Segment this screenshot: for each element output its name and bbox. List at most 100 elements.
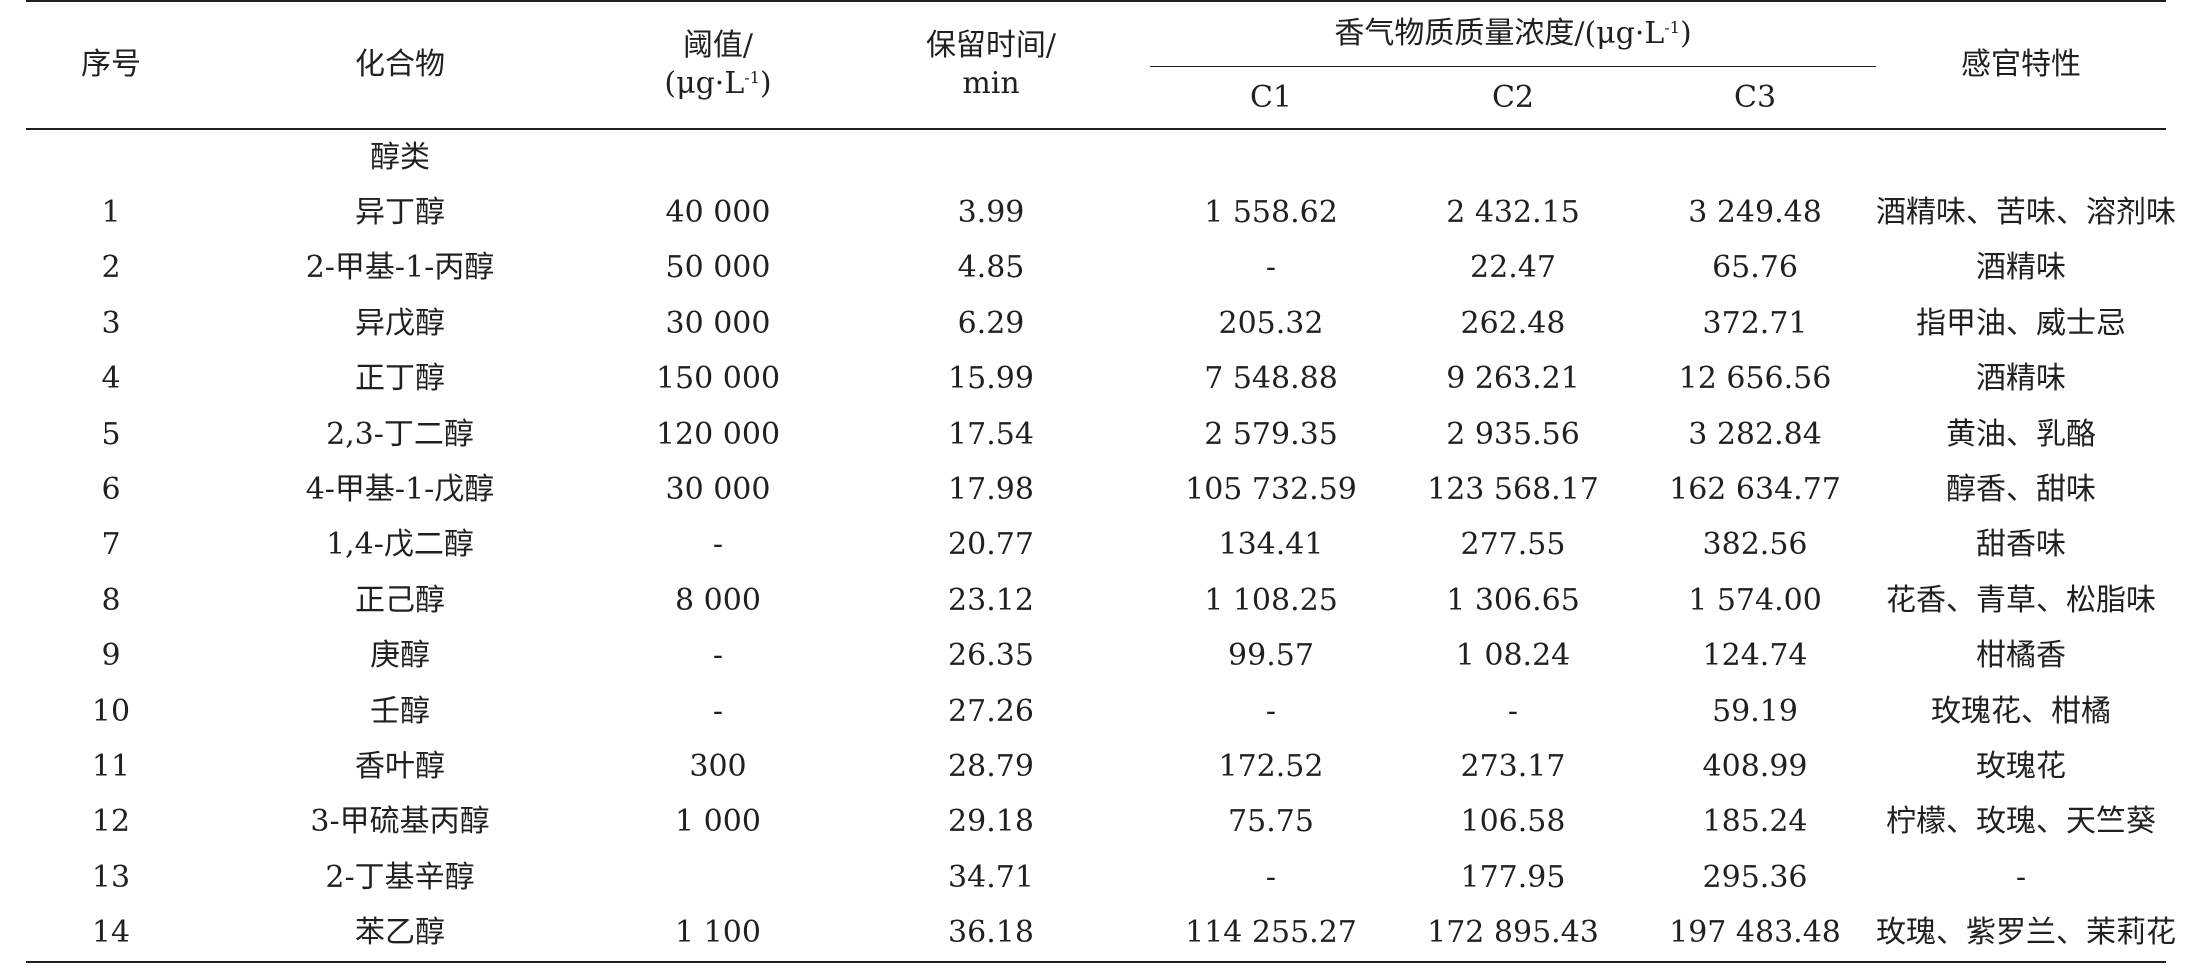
- cell-sensory: 柑橘香: [1976, 638, 2067, 674]
- header-row-1: 序号 化合物 阈值/ (μg·L-1) 保留时间/ min 香气物质质量浓度/(…: [26, 0, 2167, 130]
- cell-conc-c3: 372.71: [1702, 305, 1808, 341]
- cell-index: 11: [91, 748, 131, 784]
- data-table-container: 序号 化合物 阈值/ (μg·L-1) 保留时间/ min 香气物质质量浓度/(…: [26, 0, 2177, 968]
- category-label: 醇类: [370, 139, 430, 175]
- table-row: 10 壬醇 - 27.26 - - 59.19 玫瑰花、柑橘: [26, 684, 2166, 739]
- header-rt-line2: min: [962, 66, 1020, 101]
- cell-compound: 庚醇: [370, 638, 430, 674]
- cell-conc-c3: 65.76: [1712, 250, 1798, 286]
- cell-conc-c2: 22.47: [1470, 250, 1556, 286]
- cell-retention-time: 17.54: [948, 416, 1034, 452]
- cell-conc-c1: 134.41: [1218, 527, 1324, 563]
- empty-cell: [1876, 129, 2166, 185]
- cell-retention-time: 23.12: [948, 582, 1034, 618]
- header-row-2: C1 C2 C3: [26, 66, 2166, 130]
- cell-sensory: 玫瑰花: [1976, 748, 2067, 784]
- cell-compound: 异戊醇: [355, 305, 445, 341]
- cell-threshold: 1 000: [675, 804, 761, 840]
- cell-conc-c1: 205.32: [1218, 305, 1324, 341]
- cell-conc-c1: 99.57: [1228, 638, 1314, 674]
- header-threshold-line2: (μg·L-1): [604, 65, 832, 103]
- cell-conc-c2: -: [1507, 693, 1519, 729]
- table-row: 5 2,3-丁二醇 120 000 17.54 2 579.35 2 935.56 3 28…: [26, 407, 2166, 462]
- cell-threshold: 50 000: [665, 250, 771, 286]
- table-row: 1 异丁醇 40 000 3.99 1 558.62 2 432.15 3 249.48 酒精…: [26, 185, 2177, 240]
- header-threshold-unit: (μg·L: [664, 66, 745, 101]
- cell-sensory: 玫瑰花、柑橘: [1931, 693, 2112, 729]
- header-threshold-line1: 阈值/: [682, 28, 754, 63]
- header-threshold-close: ): [759, 66, 772, 101]
- category-row: 醇类: [26, 129, 2166, 185]
- cell-index: 1: [101, 195, 121, 231]
- cell-index: 8: [101, 582, 121, 618]
- cell-compound: 4-甲基-1-戊醇: [305, 472, 495, 508]
- cell-threshold: -: [712, 638, 724, 674]
- cell-conc-c2: 172 895.43: [1392, 905, 1634, 963]
- empty-cell: [1634, 129, 1876, 185]
- cell-conc-c2: 2 432.15: [1446, 195, 1580, 231]
- cell-retention-time: 3.99: [957, 195, 1025, 231]
- cell-conc-c3: 3 249.48: [1688, 195, 1822, 231]
- cell-conc-c3: 1 574.00: [1688, 582, 1822, 618]
- cell-index: 4: [101, 361, 121, 397]
- cell-retention-time: 28.79: [948, 748, 1034, 784]
- cell-sensory: 指甲油、威士忌: [1916, 305, 2127, 341]
- cell-index: 14: [26, 905, 196, 963]
- cell-threshold: 30 000: [665, 305, 771, 341]
- cell-conc-c1: 172.52: [1218, 748, 1324, 784]
- table-row: 9 庚醇 - 26.35 99.57 1 08.24 124.74 柑橘香: [26, 629, 2166, 684]
- cell-retention-time: 17.98: [948, 472, 1034, 508]
- cell-conc-c3: 59.19: [1712, 693, 1798, 729]
- cell-sensory: 柠檬、玫瑰、天竺葵: [1886, 804, 2157, 840]
- cell-compound: 1,4-戊二醇: [326, 527, 474, 563]
- header-index: 序号: [26, 0, 196, 130]
- cell-conc-c2: 277.55: [1460, 527, 1566, 563]
- cell-sensory: 甜香味: [1976, 527, 2067, 563]
- cell-conc-c3: 3 282.84: [1688, 416, 1822, 452]
- cell-threshold: 300: [689, 748, 747, 784]
- cell-threshold: 30 000: [665, 472, 771, 508]
- table-row: 13 2-丁基辛醇 34.71 - 177.95 295.36 -: [26, 850, 2166, 905]
- cell-conc-c1: 114 255.27: [1150, 905, 1392, 963]
- cell-sensory: 花香、青草、松脂味: [1886, 582, 2157, 618]
- cell-index: 9: [101, 638, 121, 674]
- cell-conc-c3: 185.24: [1702, 804, 1808, 840]
- cell-conc-c1: 2 579.35: [1204, 416, 1338, 452]
- empty-cell: [832, 129, 1150, 185]
- cell-conc-c2: 9 263.21: [1446, 361, 1580, 397]
- cell-index: 6: [101, 472, 121, 508]
- header-threshold-sup: -1: [744, 68, 760, 87]
- cell-conc-c1: 7 548.88: [1204, 361, 1338, 397]
- cell-conc-c1: -: [1265, 859, 1277, 895]
- cell-conc-c3: 295.36: [1702, 859, 1808, 895]
- cell-sensory: 酒精味、苦味、溶剂味: [1876, 195, 2177, 231]
- cell-compound: 异丁醇: [355, 195, 445, 231]
- cell-sensory: 酒精味: [1976, 250, 2067, 286]
- cell-compound: 香叶醇: [355, 748, 445, 784]
- header-c2: C2: [1392, 66, 1634, 130]
- cell-threshold: -: [712, 693, 724, 729]
- cell-retention-time: 15.99: [948, 361, 1034, 397]
- cell-conc-c2: 1 306.65: [1446, 582, 1580, 618]
- cell-threshold: [604, 850, 832, 905]
- header-rt-line1: 保留时间/: [925, 28, 1057, 63]
- header-concentration-group: 香气物质质量浓度/(μg·L-1): [1150, 0, 1877, 67]
- cell-conc-c2: 1 08.24: [1455, 638, 1571, 674]
- header-retention-time: 保留时间/ min: [832, 0, 1150, 130]
- cell-threshold: 150 000: [655, 361, 781, 397]
- cell-conc-c1: -: [1265, 693, 1277, 729]
- cell-sensory: 酒精味: [1976, 361, 2067, 397]
- cell-index: 3: [101, 305, 121, 341]
- cell-compound: 2-甲基-1-丙醇: [305, 250, 495, 286]
- cell-conc-c2: 123 568.17: [1427, 472, 1599, 508]
- cell-conc-c2: 177.95: [1460, 859, 1566, 895]
- table-row: 6 4-甲基-1-戊醇 30 000 17.98 105 732.59 123 568.1…: [26, 462, 2166, 517]
- header-sensory: 感官特性: [1876, 0, 2167, 130]
- cell-conc-c3: 162 634.77: [1669, 472, 1841, 508]
- cell-conc-c3: 12 656.56: [1678, 361, 1832, 397]
- table-row: 7 1,4-戊二醇 - 20.77 134.41 277.55 382.56 甜香味: [26, 518, 2166, 573]
- cell-retention-time: 4.85: [957, 250, 1025, 286]
- cell-threshold: -: [712, 527, 724, 563]
- header-threshold: 阈值/ (μg·L-1): [604, 0, 832, 130]
- cell-conc-c3: 197 483.48: [1634, 905, 1877, 963]
